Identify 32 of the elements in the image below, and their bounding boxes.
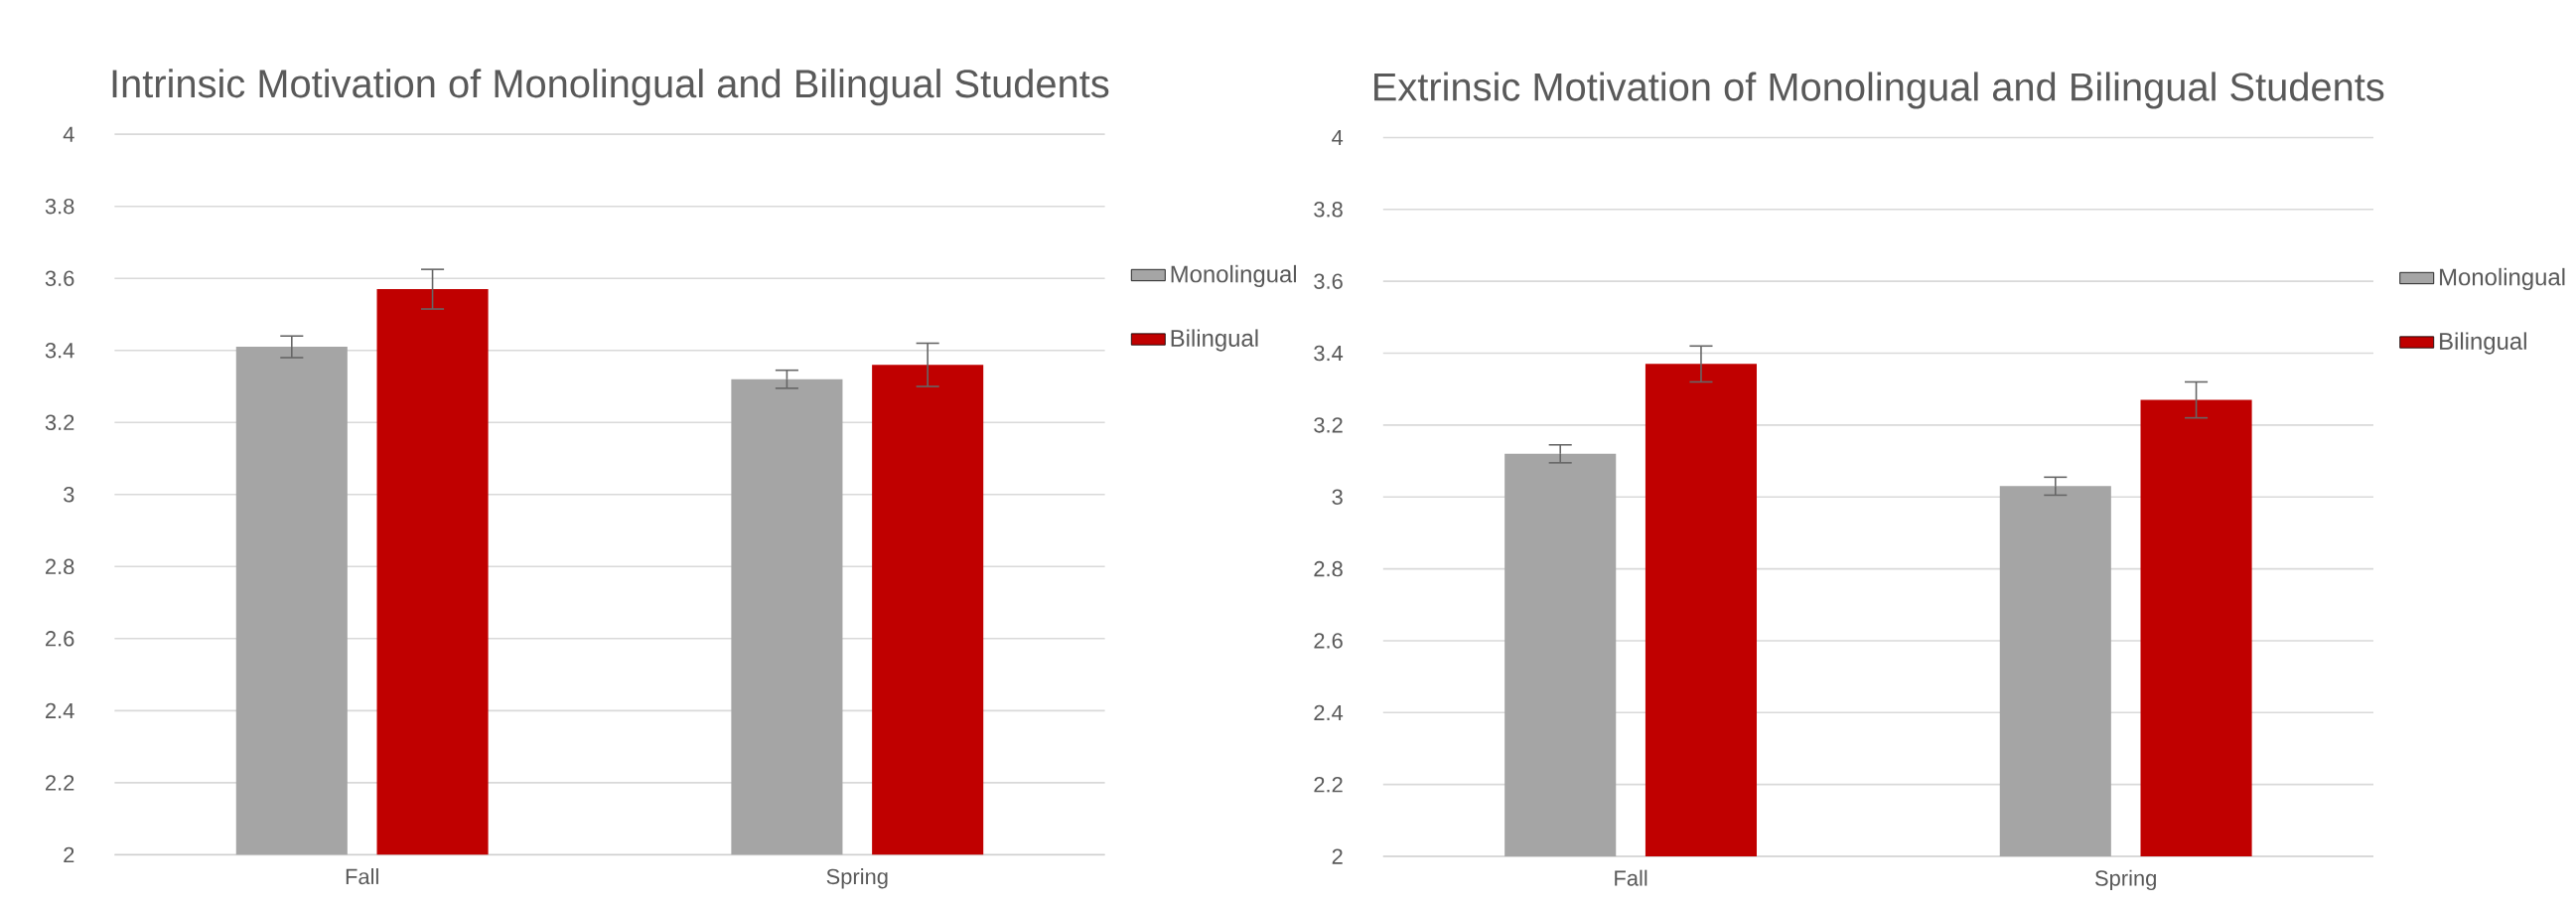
y-tick-label: 3.6 bbox=[45, 270, 74, 286]
y-tick-label: 4 bbox=[63, 126, 74, 142]
x-tick-label: Spring bbox=[2095, 869, 2156, 890]
y-tick-label: 3.2 bbox=[1314, 416, 1343, 433]
x-tick-label: Fall bbox=[1615, 869, 1647, 886]
y-tick-label: 2.8 bbox=[1314, 560, 1343, 577]
legend-label: Monolingual bbox=[2440, 267, 2565, 290]
legend-label: Bilingual bbox=[1171, 329, 1258, 352]
x-tick-label: Fall bbox=[346, 867, 378, 884]
y-tick-label: 2 bbox=[64, 846, 74, 862]
y-tick-label: 2.8 bbox=[46, 558, 74, 574]
y-tick-label: 3.2 bbox=[45, 414, 74, 430]
legend-label: Monolingual bbox=[1171, 264, 1297, 287]
y-tick-label: 3.8 bbox=[1314, 201, 1343, 218]
y-tick-label: 2.2 bbox=[1314, 776, 1343, 793]
y-tick-label: 2 bbox=[1332, 848, 1343, 864]
x-tick-label: Spring bbox=[826, 867, 888, 889]
y-tick-label: 3.6 bbox=[1314, 273, 1343, 289]
chart-title: Intrinsic Motivation of Monolingual and Bilingual Students bbox=[112, 68, 1109, 106]
y-tick-label: 4 bbox=[1332, 129, 1344, 145]
y-tick-label: 2.6 bbox=[46, 630, 74, 647]
y-tick-label: 3.8 bbox=[45, 198, 74, 215]
chart-title: Extrinsic Motivation of Monolingual and Bilingual Students bbox=[1374, 72, 2384, 109]
y-tick-label: 2.4 bbox=[46, 702, 74, 718]
y-tick-label: 3 bbox=[64, 486, 74, 503]
y-tick-label: 2.4 bbox=[1314, 704, 1344, 720]
y-tick-label: 3 bbox=[1332, 489, 1343, 505]
y-tick-label: 2.6 bbox=[1314, 633, 1343, 649]
y-tick-label: 3.4 bbox=[45, 342, 74, 359]
y-tick-label: 3.4 bbox=[1314, 345, 1344, 362]
legend-label: Bilingual bbox=[2440, 332, 2526, 355]
y-tick-label: 2.2 bbox=[46, 775, 74, 791]
